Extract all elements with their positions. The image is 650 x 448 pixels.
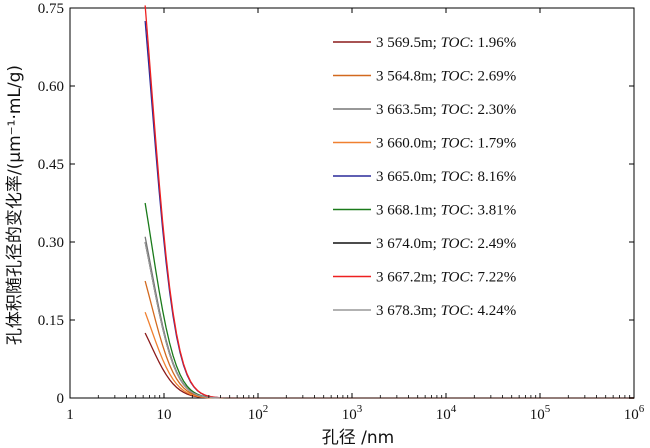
legend-toc-label: TOC [441,303,471,319]
y-tick-label: 0.75 [38,1,64,17]
legend-separator: ; [433,203,441,219]
legend-toc-label: TOC [441,102,471,118]
x-tick-exponent: 3 [357,403,363,415]
x-tick-exponent: 2 [263,403,269,415]
legend-entry-6: 3 668.1m; TOC: 3.81% [376,203,516,219]
y-tick-label: 0.45 [38,157,64,173]
x-tick-exponent: 6 [639,403,645,415]
legend-colon: : [470,35,478,51]
y-axis-ticks: 0 0.15 0.30 0.45 0.60 0.75 [38,1,634,407]
legend-toc-label: TOC [441,35,471,51]
legend-entry-8: 3 667.2m; TOC: 7.22% [376,270,516,286]
series-line-9 [144,241,634,399]
legend-depth: 3 668.1m [376,203,433,219]
x-tick-label: 102 [248,403,269,423]
legend-entry-3: 3 663.5m; TOC: 2.30% [376,102,516,118]
legend-separator: ; [433,35,441,51]
legend-toc-value: 2.69% [477,69,516,85]
legend-separator: ; [433,303,441,319]
x-tick-label: 1 [66,407,74,423]
legend-colon: : [470,270,478,286]
legend-toc-value: 2.30% [477,102,516,118]
legend-toc-value: 2.49% [477,236,516,252]
legend-entry-4: 3 660.0m; TOC: 1.79% [376,136,516,152]
legend-toc-value: 3.81% [477,203,516,219]
legend-depth: 3 674.0m [376,236,433,252]
legend-colon: : [470,102,478,118]
y-tick-label: 0.60 [38,79,64,95]
legend-entry-5: 3 665.0m; TOC: 8.16% [376,169,516,185]
legend-toc-value: 7.22% [477,270,516,286]
y-tick-label: 0 [57,391,65,407]
legend-toc-label: TOC [441,69,471,85]
legend-toc-label: TOC [441,169,471,185]
legend-toc-label: TOC [441,270,471,286]
legend-depth: 3 660.0m [376,136,433,152]
legend-colon: : [470,169,478,185]
legend-depth: 3 564.8m [376,69,433,85]
series-line-1 [144,332,634,399]
x-tick-base: 10 [530,407,545,423]
legend-toc-label: TOC [441,136,471,152]
legend-separator: ; [433,169,441,185]
x-axis-ticks: 1 10 102 103 104 105 106 [66,8,645,423]
legend-colon: : [470,203,478,219]
x-tick-base: 1 [66,407,74,423]
legend-depth: 3 569.5m [376,35,433,51]
series-line-7 [144,241,634,399]
legend-separator: ; [433,69,441,85]
series-line-6 [144,202,634,399]
legend-toc-value: 1.79% [477,136,516,152]
legend-colon: : [470,69,478,85]
legend-toc-label: TOC [441,203,471,219]
legend-colon: : [470,303,478,319]
x-tick-exponent: 5 [545,403,551,415]
x-tick-base: 10 [157,407,172,423]
legend-entry-9: 3 678.3m; TOC: 4.24% [376,303,516,319]
series-curves [144,5,634,399]
x-tick-base: 10 [436,407,451,423]
x-tick-label: 104 [436,403,457,423]
legend-separator: ; [433,270,441,286]
y-tick-label: 0.30 [38,235,64,251]
legend-toc-value: 4.24% [477,303,516,319]
x-tick-label: 10 [157,407,172,423]
legend-depth: 3 663.5m [376,102,433,118]
y-tick-label: 0.15 [38,313,64,329]
legend-toc-value: 1.96% [477,35,516,51]
legend-toc-value: 8.16% [477,169,516,185]
x-tick-label: 103 [342,403,363,423]
legend-separator: ; [433,136,441,152]
legend-depth: 3 678.3m [376,303,433,319]
x-tick-base: 10 [248,407,263,423]
series-line-4 [144,311,634,399]
legend-separator: ; [433,236,441,252]
legend-depth: 3 665.0m [376,169,433,185]
legend: 3 569.5m; TOC: 1.96% 3 564.8m; TOC: 2.69%… [333,35,516,319]
legend-separator: ; [433,102,441,118]
y-axis-title: 孔体积随孔径的变化率/(μm⁻¹·mL/g) [5,65,25,345]
legend-depth: 3 667.2m [376,270,433,286]
series-line-2 [144,280,634,399]
legend-entry-7: 3 674.0m; TOC: 2.49% [376,236,516,252]
legend-entry-2: 3 564.8m; TOC: 2.69% [376,69,516,85]
legend-entry-1: 3 569.5m; TOC: 1.96% [376,35,516,51]
legend-toc-label: TOC [441,236,471,252]
legend-colon: : [470,136,478,152]
x-axis-title: 孔径 /nm [322,428,394,448]
x-tick-base: 10 [624,407,639,423]
x-tick-base: 10 [342,407,357,423]
x-tick-label: 106 [624,403,645,423]
legend-colon: : [470,236,478,252]
x-tick-label: 105 [530,403,551,423]
x-tick-exponent: 4 [451,403,457,415]
